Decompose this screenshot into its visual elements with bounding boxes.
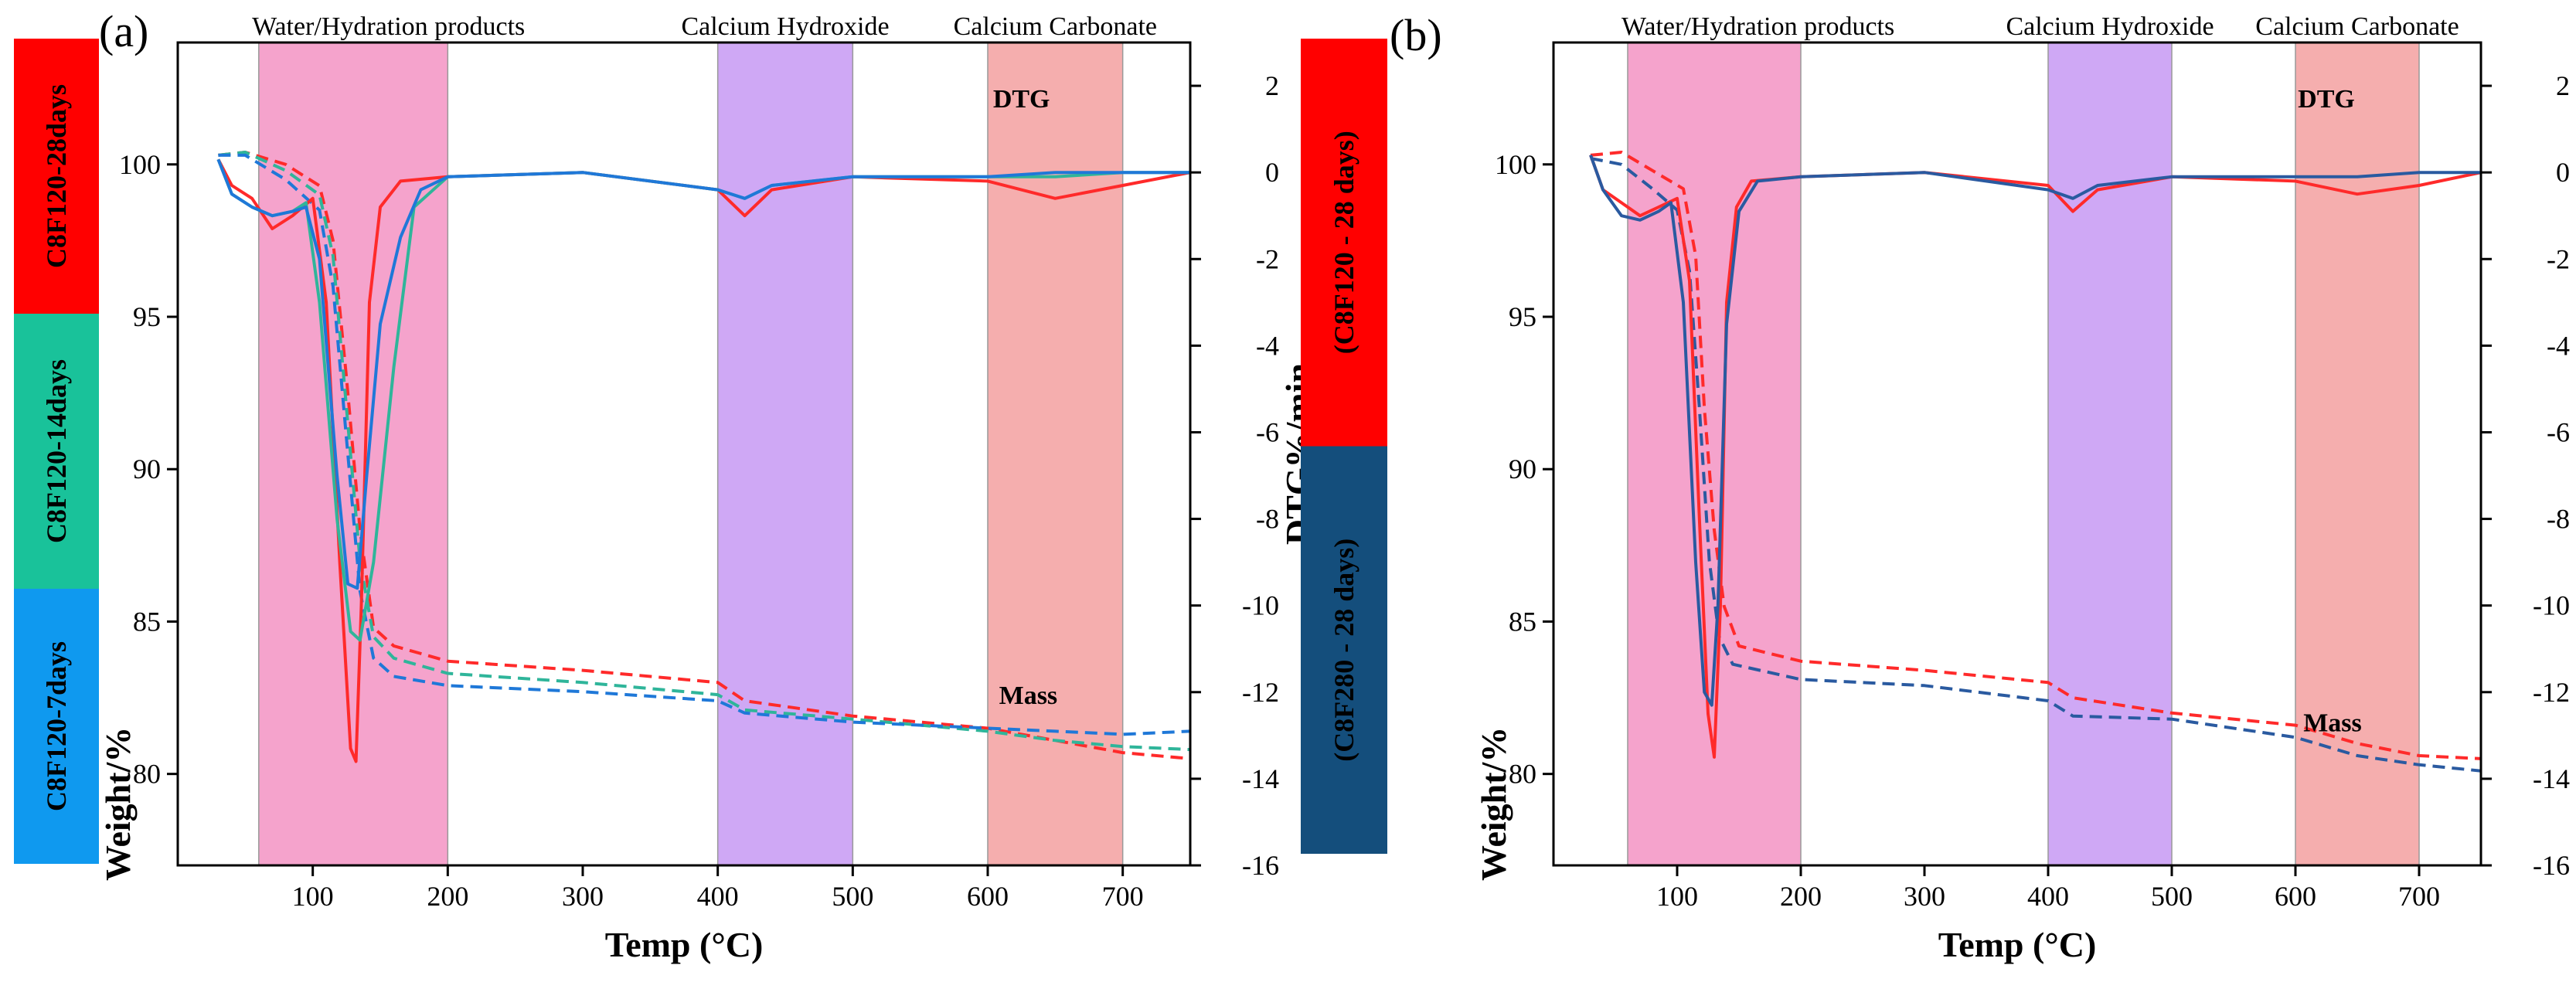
region-band — [2295, 42, 2420, 866]
x-tick-label: 300 — [1904, 881, 1945, 912]
y-right-tick-label: -16 — [1242, 850, 1279, 881]
y-left-tick-label: 95 — [1509, 301, 1536, 332]
y-left-tick-label: 100 — [119, 149, 161, 180]
series-mass-line — [218, 153, 1190, 736]
annotation-dtg: DTG — [2298, 85, 2355, 114]
y-right-tick-label: -2 — [2547, 243, 2570, 274]
y-right-tick-label: -10 — [1242, 590, 1279, 621]
y-right-tick-label: -10 — [2533, 590, 2570, 621]
legend-band — [1301, 446, 1387, 854]
x-tick-label: 700 — [2398, 881, 2440, 912]
region-band — [716, 42, 854, 866]
x-tick-label: 500 — [832, 881, 873, 912]
y-left-tick-label: 85 — [133, 606, 161, 637]
annotation-dtg: DTG — [993, 85, 1050, 114]
x-tick-label: 600 — [967, 881, 1009, 912]
plot-frame — [176, 41, 1192, 867]
legend-band — [14, 314, 99, 589]
legend-band-label: C8F120-7days — [41, 641, 72, 811]
x-tick-label: 200 — [1780, 881, 1822, 912]
y-right-tick-label: -14 — [1242, 763, 1279, 794]
y-right-tick-label: -16 — [2533, 850, 2570, 881]
y-right-tick-label: -4 — [1256, 330, 1279, 361]
region-label: Calcium Hydroxide — [681, 12, 889, 41]
x-tick-label: 500 — [2151, 881, 2193, 912]
legend-band — [14, 39, 99, 314]
region-band — [2047, 42, 2173, 866]
y-left-axis-title: Weight/% — [1474, 727, 1513, 881]
y-left-tick-label: 80 — [1509, 759, 1536, 790]
annotation-mass: Mass — [999, 681, 1058, 710]
y-right-tick-label: -12 — [2533, 677, 2570, 708]
y-right-tick-label: -8 — [1256, 504, 1279, 535]
panel-b: (C8F120 - 28 days) (C8F280 - 28 days) Wate… — [1301, 10, 2576, 964]
plot-frame — [1552, 41, 2482, 867]
legend-band-label: C8F120-28days — [41, 84, 72, 268]
y-right-tick-label: -8 — [2547, 504, 2570, 535]
legend-band-label: (C8F280 - 28 days) — [1329, 539, 1359, 762]
x-tick-label: 300 — [562, 881, 604, 912]
y-right-tick-label: 2 — [1265, 70, 1279, 101]
x-tick-label: 200 — [427, 881, 468, 912]
series-mass-line — [218, 151, 1190, 752]
y-left-tick-label: 95 — [133, 301, 161, 332]
y-right-tick-label: 0 — [2556, 157, 2570, 188]
region-label: Water/Hydration products — [1621, 12, 1894, 41]
y-right-tick-label: -6 — [1256, 416, 1279, 447]
region-label: Calcium Hydroxide — [2006, 12, 2214, 41]
x-tick-label: 100 — [292, 881, 334, 912]
panel-label: (b) — [1390, 10, 1442, 60]
legend-band-label: (C8F120 - 28 days) — [1329, 131, 1359, 354]
region-label: Calcium Carbonate — [954, 12, 1157, 41]
y-left-tick-label: 100 — [1495, 149, 1536, 180]
y-right-tick-label: -12 — [1242, 677, 1279, 708]
series-mass-line — [1590, 151, 2481, 760]
legend-band-label: C8F120-14days — [41, 359, 72, 543]
y-right-tick-label: -6 — [2547, 416, 2570, 447]
legend-band — [14, 589, 99, 864]
annotation-mass: Mass — [2303, 709, 2362, 737]
region-label: Water/Hydration products — [252, 12, 525, 41]
series-dtg-line — [1589, 155, 2481, 707]
y-right-axis-title: DTG%/min — [2569, 363, 2576, 545]
region-label: Calcium Carbonate — [2255, 12, 2459, 41]
legend-band — [1301, 39, 1387, 447]
panel-label: (a) — [99, 6, 148, 56]
y-right-tick-label: -2 — [1256, 243, 1279, 274]
y-right-tick-label: 2 — [2556, 70, 2570, 101]
series-mass-line — [1590, 156, 2481, 773]
y-right-tick-label: -4 — [2547, 330, 2570, 361]
series-dtg-line — [216, 158, 1190, 590]
y-right-tick-label: -14 — [2533, 763, 2570, 794]
y-left-tick-label: 80 — [133, 759, 161, 790]
panel-a: C8F120-28days C8F120-14days C8F120-7days Wa… — [14, 6, 1318, 964]
region-band — [258, 42, 449, 866]
x-axis-title: Temp (°C) — [1938, 925, 2097, 964]
x-tick-label: 600 — [2275, 881, 2316, 912]
x-tick-label: 700 — [1102, 881, 1144, 912]
y-left-tick-label: 90 — [1509, 454, 1536, 484]
y-right-tick-label: 0 — [1265, 157, 1279, 188]
x-tick-label: 100 — [1656, 881, 1698, 912]
x-axis-title: Temp (°C) — [605, 925, 764, 964]
x-tick-label: 400 — [697, 881, 739, 912]
y-left-tick-label: 85 — [1509, 606, 1536, 637]
y-left-tick-label: 90 — [133, 454, 161, 484]
y-left-axis-title: Weight/% — [98, 727, 138, 881]
x-tick-label: 400 — [2027, 881, 2069, 912]
